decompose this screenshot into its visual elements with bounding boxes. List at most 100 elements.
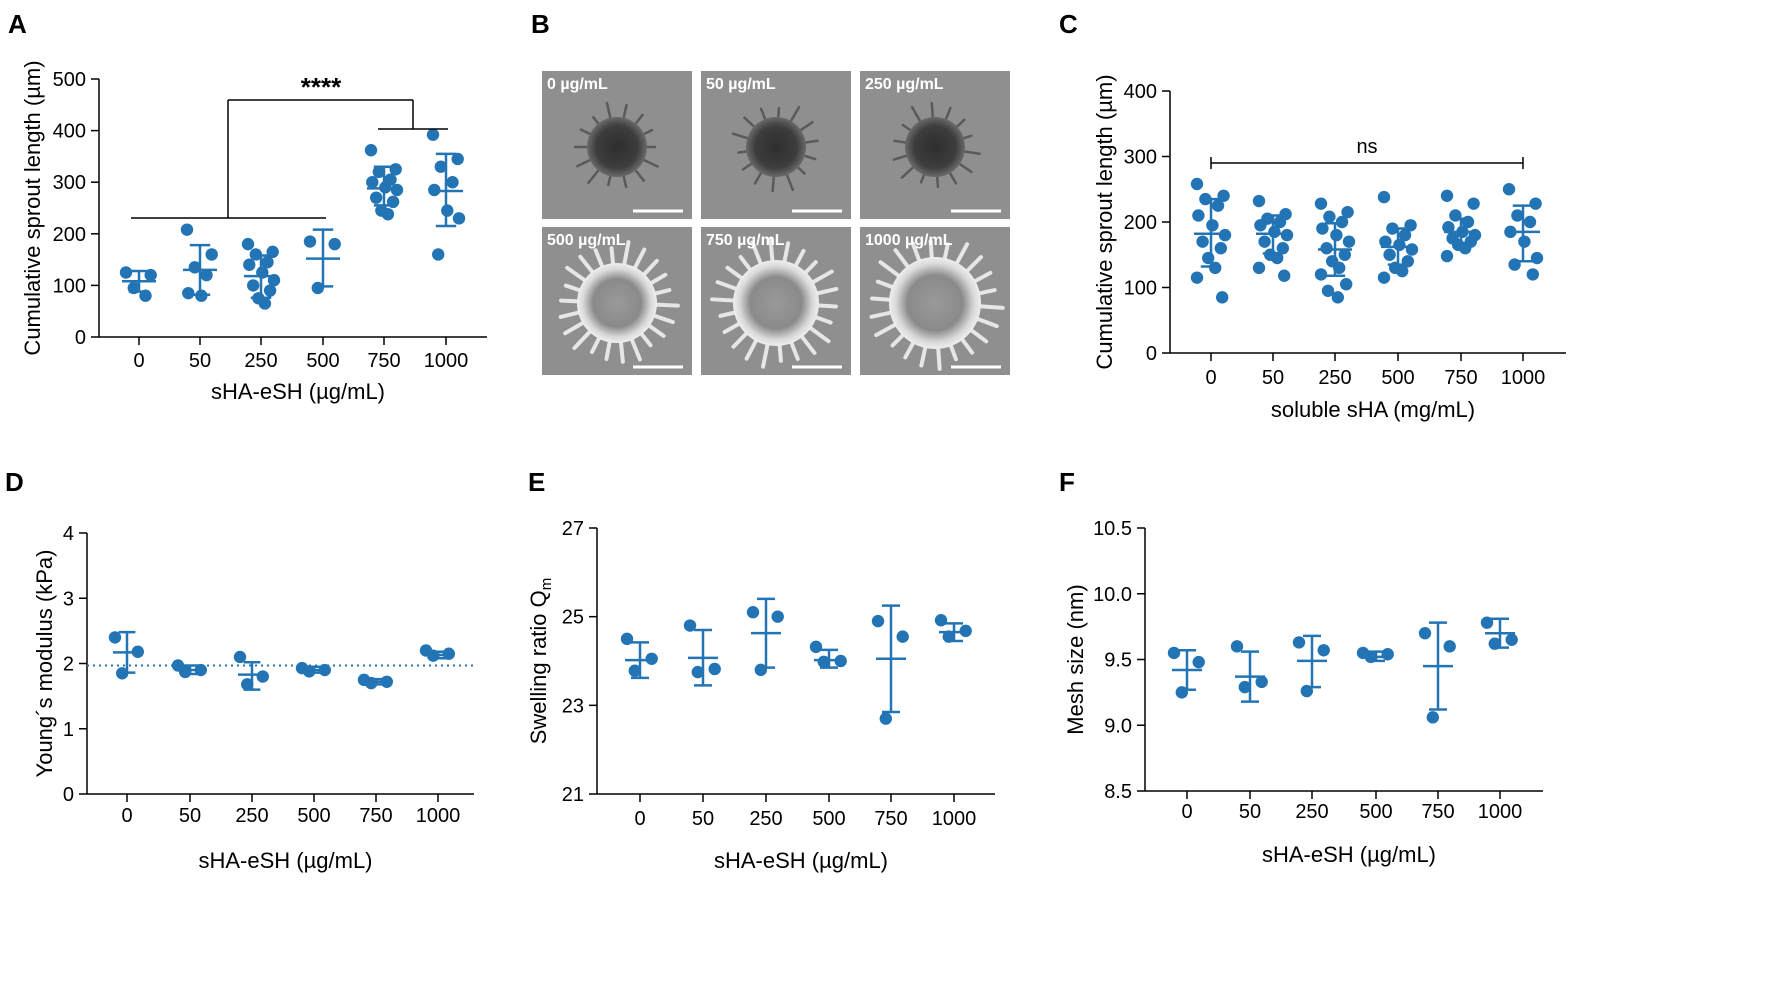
data-point (817, 655, 830, 669)
series-250 (1314, 197, 1356, 304)
y-tick-label: 10.5 (1093, 518, 1132, 540)
y-tick-label: 300 (53, 172, 86, 194)
data-point (432, 248, 445, 261)
panel-letter-a: A (8, 9, 27, 39)
y-axis-label-subscript: m (538, 578, 555, 591)
y-tick-label: 0 (1146, 343, 1157, 365)
x-tick-label: 0 (1205, 367, 1216, 389)
data-point (303, 235, 317, 248)
data-point (243, 258, 256, 271)
series-500 (1377, 190, 1419, 284)
data-point (1252, 194, 1266, 208)
x-tick-label: 1000 (424, 350, 469, 372)
data-point (691, 665, 704, 679)
series-750 (364, 144, 404, 221)
data-point (1396, 264, 1409, 278)
y-axis-label: Swelling ratio Qm (526, 578, 555, 745)
x-axis: 0 50 250 500 750 1000 (99, 336, 487, 372)
data-point (1167, 646, 1181, 660)
data-point (620, 632, 634, 646)
series-50 (171, 659, 207, 679)
data-point (1526, 268, 1540, 281)
data-point (1316, 222, 1329, 235)
series-500 (303, 228, 341, 295)
sprout (565, 265, 590, 285)
spheroid (905, 117, 965, 177)
data-point (119, 266, 133, 279)
data-point (1459, 242, 1472, 255)
data-point (233, 650, 247, 664)
data-point (1258, 235, 1271, 248)
y-axis: 0 1 2 3 4 (63, 523, 88, 806)
panel-letter-e: E (528, 467, 545, 497)
data-point (1379, 235, 1392, 248)
y-axis-label: Cumulative sprout length (µm) (20, 60, 45, 355)
series-50 (683, 619, 721, 687)
data-point (1196, 235, 1209, 248)
data-point (366, 176, 379, 189)
micrograph-label: 250 µg/mL (865, 76, 944, 93)
data-point (771, 610, 784, 623)
x-tick-label: 50 (1239, 801, 1261, 823)
data-point (1518, 235, 1531, 248)
significance-label: **** (301, 72, 342, 102)
y-tick-label: 25 (562, 607, 584, 629)
data-point (451, 152, 464, 166)
panel-letter-b: B (531, 9, 550, 39)
data-point (1254, 219, 1267, 232)
data-point (934, 614, 948, 627)
significance-bracket: **** (131, 72, 448, 219)
y-tick-label: 8.5 (1104, 781, 1132, 803)
series-250 (233, 650, 269, 691)
data-point (452, 212, 466, 225)
data-point (1255, 675, 1268, 689)
data-point (1331, 291, 1345, 304)
x-axis: 0 50 250 500 750 1000 (1170, 352, 1566, 389)
data-point (1314, 197, 1328, 210)
data-point (364, 144, 378, 157)
data-point (1190, 271, 1204, 284)
x-tick-label: 0 (1181, 801, 1192, 823)
y-axis-label: Cumulative sprout length (µm) (1092, 74, 1117, 369)
data-point (896, 630, 909, 643)
data-point (1383, 248, 1396, 261)
data-point (1393, 238, 1406, 252)
data-point (1418, 627, 1432, 640)
data-point (241, 237, 255, 251)
x-tick-label: 250 (1318, 367, 1351, 389)
y-axis: 21 23 25 27 (562, 518, 598, 806)
x-tick-label: 500 (306, 350, 339, 372)
sprout (750, 240, 764, 269)
data-point (1206, 219, 1219, 232)
series-500 (1356, 646, 1394, 664)
x-tick-label: 1000 (416, 805, 461, 827)
micrograph-1: 50 µg/mL (701, 71, 851, 219)
data-point (1529, 197, 1542, 210)
x-tick-label: 750 (1444, 367, 1477, 389)
sprout (784, 170, 795, 192)
data-point (1321, 284, 1335, 297)
x-axis-label: sHA-eSH (µg/mL) (714, 848, 888, 873)
y-tick-label: 10.0 (1093, 584, 1132, 606)
y-axis-label: Mesh size (nm) (1063, 584, 1088, 734)
series-750 (1440, 189, 1482, 263)
x-axis: 0 50 250 500 750 1000 (1145, 790, 1543, 823)
y-axis: 8.5 9.0 9.5 10.0 10.5 (1093, 518, 1146, 803)
data-point (1340, 278, 1353, 291)
series-0 (119, 266, 157, 302)
y-tick-label: 2 (63, 654, 74, 676)
series-0 (620, 632, 658, 680)
x-axis-label: soluble sHA (mg/mL) (1271, 397, 1475, 422)
x-tick-label: 250 (235, 805, 268, 827)
data-point (1323, 210, 1336, 223)
data-point (1480, 616, 1494, 629)
x-tick-label: 250 (749, 808, 782, 830)
series-1000 (419, 644, 455, 662)
x-axis-label: sHA-eSH (µg/mL) (211, 379, 385, 404)
data-point (205, 248, 218, 261)
y-tick-label: 4 (63, 523, 74, 545)
data-point (628, 664, 641, 677)
data-point (1192, 655, 1205, 669)
series-1000 (934, 614, 972, 643)
